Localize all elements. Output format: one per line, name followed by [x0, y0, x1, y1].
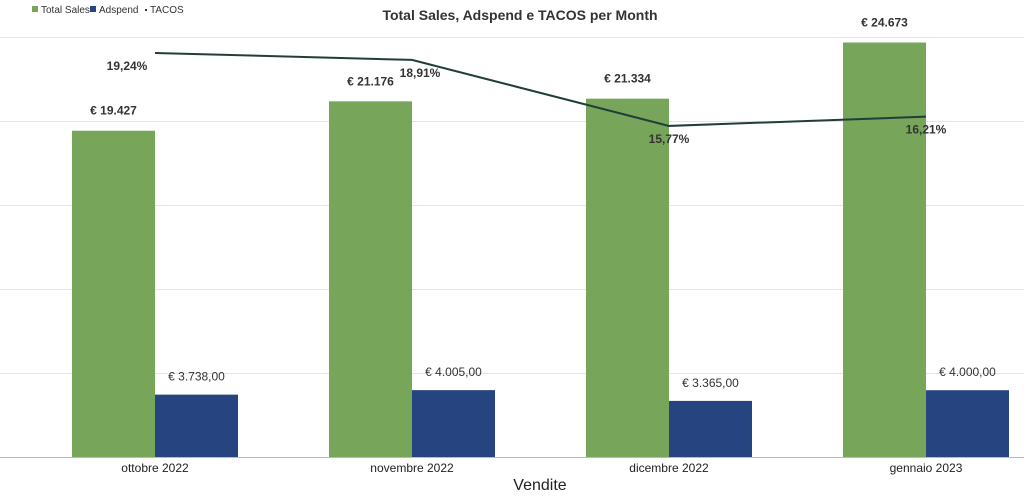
bar-adspend [155, 394, 238, 458]
bar-adspend [926, 390, 1009, 458]
adspend-data-label: € 4.000,00 [939, 365, 996, 379]
category-label: gennaio 2023 [890, 461, 963, 475]
legend-swatch-tacos [145, 9, 147, 11]
legend-adspend: Adspend [99, 5, 138, 16]
legend-tacos: TACOS [150, 5, 184, 16]
tacos-line-group [154, 51, 927, 127]
bar-total-sales [586, 98, 669, 458]
category-label: dicembre 2022 [629, 461, 709, 475]
tacos-data-label: 15,77% [649, 132, 690, 146]
data-labels: € 19.427 € 3.738,00 19,24% € 21.176 € 4.005,… [90, 16, 996, 390]
bars [72, 42, 1009, 458]
sales-data-label: € 21.334 [604, 72, 651, 86]
sales-data-label: € 21.176 [347, 74, 394, 88]
legend: Total Sales Adspend TACOS [32, 5, 184, 16]
tacos-data-label: 19,24% [107, 59, 148, 73]
bar-adspend [669, 400, 752, 458]
tacos-data-label: 16,21% [906, 123, 947, 137]
adspend-data-label: € 3.365,00 [682, 376, 739, 390]
legend-total-sales: Total Sales [41, 5, 90, 16]
adspend-data-label: € 4.005,00 [425, 365, 482, 379]
adspend-data-label: € 3.738,00 [168, 370, 225, 384]
legend-swatch-adspend [90, 6, 96, 12]
bar-adspend [412, 390, 495, 458]
category-label: novembre 2022 [370, 461, 454, 475]
bar-total-sales [72, 130, 155, 458]
category-label: ottobre 2022 [121, 461, 189, 475]
legend-swatch-total-sales [32, 6, 38, 12]
x-axis-title: Vendite [513, 477, 566, 494]
tacos-line [154, 51, 927, 127]
sales-data-label: € 24.673 [861, 16, 908, 30]
chart-title: Total Sales, Adspend e TACOS per Month [382, 7, 657, 23]
tacos-data-label: 18,91% [400, 66, 441, 80]
sales-data-label: € 19.427 [90, 104, 137, 118]
bar-total-sales [329, 101, 412, 458]
category-labels: ottobre 2022 novembre 2022 dicembre 2022 ge… [121, 461, 962, 475]
bar-total-sales [843, 42, 926, 458]
